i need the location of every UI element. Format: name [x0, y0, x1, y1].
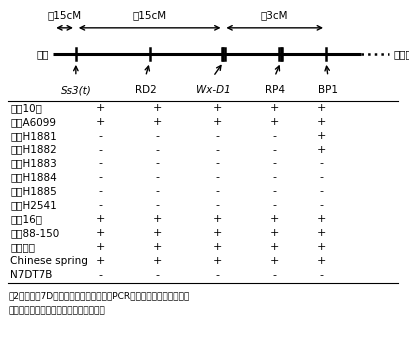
Text: -: -: [98, 200, 102, 210]
Text: -: -: [215, 159, 219, 168]
Text: +: +: [270, 214, 279, 224]
Text: びそれらの有無．＋：有り，－：無し．: びそれらの有無．＋：有り，－：無し．: [8, 306, 105, 315]
Text: 谷系H1885: 谷系H1885: [10, 187, 57, 196]
Text: -: -: [272, 173, 276, 182]
Text: +: +: [270, 228, 279, 238]
Text: -: -: [272, 270, 276, 280]
Text: +: +: [270, 103, 279, 113]
Text: Wx-D1: Wx-D1: [196, 85, 230, 95]
Text: 谷系H2541: 谷系H2541: [10, 200, 57, 210]
Text: +: +: [317, 117, 326, 127]
Text: -: -: [319, 187, 323, 196]
Text: N7DT7B: N7DT7B: [10, 270, 52, 280]
Text: Ss3(t): Ss3(t): [61, 85, 91, 95]
Text: -: -: [272, 200, 276, 210]
Text: +: +: [270, 256, 279, 266]
Text: -: -: [155, 187, 160, 196]
Text: -: -: [215, 270, 219, 280]
Text: +: +: [153, 103, 162, 113]
Text: -: -: [155, 270, 160, 280]
Text: +: +: [317, 256, 326, 266]
Text: 動原体側: 動原体側: [393, 49, 409, 59]
Text: -: -: [272, 131, 276, 141]
Text: -: -: [155, 145, 160, 155]
Text: -: -: [215, 187, 219, 196]
Text: BP1: BP1: [317, 85, 337, 95]
Text: +: +: [317, 228, 326, 238]
Text: -: -: [319, 173, 323, 182]
Text: +: +: [153, 228, 162, 238]
Text: もち乙女: もち乙女: [10, 242, 35, 252]
Text: +: +: [153, 256, 162, 266]
Text: -: -: [215, 200, 219, 210]
Text: +: +: [270, 242, 279, 252]
Text: -: -: [272, 187, 276, 196]
Text: 噣2．コムギ7D染色体短腕上に作成したPCRマーカーの推定位置およ: 噣2．コムギ7D染色体短腕上に作成したPCRマーカーの推定位置およ: [8, 292, 189, 301]
Text: +: +: [317, 131, 326, 141]
Text: Chinese spring: Chinese spring: [10, 256, 88, 266]
Text: -: -: [155, 200, 160, 210]
Text: +: +: [96, 256, 105, 266]
Text: +: +: [270, 117, 279, 127]
Text: +: +: [212, 242, 221, 252]
Text: RP4: RP4: [264, 85, 284, 95]
Text: 西海16号: 西海16号: [10, 214, 42, 224]
Text: 谷系A6099: 谷系A6099: [10, 117, 56, 127]
Text: -: -: [98, 270, 102, 280]
Text: +: +: [96, 242, 105, 252]
Text: +: +: [317, 242, 326, 252]
Text: +: +: [212, 117, 221, 127]
Text: -: -: [98, 145, 102, 155]
Text: +: +: [212, 103, 221, 113]
Text: -: -: [98, 173, 102, 182]
Text: -: -: [155, 159, 160, 168]
Text: +: +: [317, 214, 326, 224]
Text: -: -: [319, 200, 323, 210]
Text: 谷系H1882: 谷系H1882: [10, 145, 57, 155]
Text: 谷系H1883: 谷系H1883: [10, 159, 57, 168]
Text: -: -: [215, 173, 219, 182]
Text: +: +: [212, 256, 221, 266]
Text: +: +: [96, 214, 105, 224]
Text: 谷系H1881: 谷系H1881: [10, 131, 57, 141]
Text: -: -: [319, 270, 323, 280]
Text: 羽畇88-150: 羽畇88-150: [10, 228, 59, 238]
Text: RD2: RD2: [134, 85, 156, 95]
Text: -: -: [98, 187, 102, 196]
Text: -: -: [98, 131, 102, 141]
Text: -: -: [215, 131, 219, 141]
Text: -: -: [155, 131, 160, 141]
Text: -: -: [215, 145, 219, 155]
Text: +: +: [96, 103, 105, 113]
Text: 絀3cM: 絀3cM: [260, 10, 288, 20]
Text: +: +: [317, 103, 326, 113]
Text: +: +: [212, 214, 221, 224]
Text: 末端: 末端: [37, 49, 49, 59]
Text: +: +: [153, 117, 162, 127]
Text: +: +: [153, 242, 162, 252]
Text: 関東10号: 関東10号: [10, 103, 42, 113]
Text: 絀15cM: 絀15cM: [47, 10, 81, 20]
Text: -: -: [272, 159, 276, 168]
Text: -: -: [98, 159, 102, 168]
Text: -: -: [155, 173, 160, 182]
Text: 谷系H1884: 谷系H1884: [10, 173, 57, 182]
Text: 絀15cM: 絀15cM: [132, 10, 166, 20]
Text: +: +: [96, 228, 105, 238]
Text: +: +: [153, 214, 162, 224]
Text: +: +: [317, 145, 326, 155]
Text: +: +: [96, 117, 105, 127]
Text: -: -: [272, 145, 276, 155]
Text: +: +: [212, 228, 221, 238]
Text: -: -: [319, 159, 323, 168]
